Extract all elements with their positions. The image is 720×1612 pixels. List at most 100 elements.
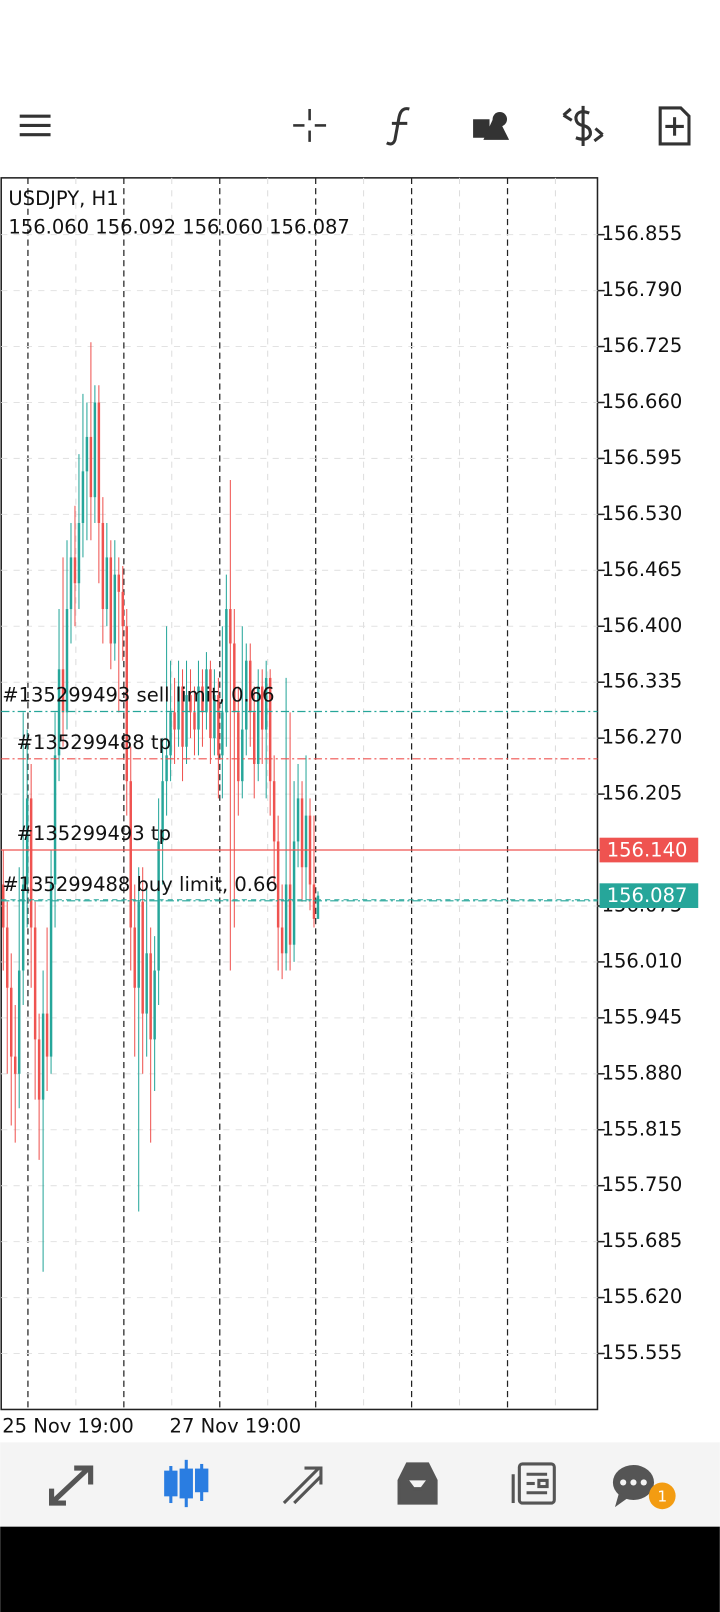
- candles: [2, 342, 320, 1272]
- candle-body: [9, 987, 13, 1057]
- trade-button[interactable]: [562, 105, 604, 146]
- candle-body: [145, 953, 148, 1014]
- y-tick-label: 156.855: [602, 222, 683, 245]
- candle-body: [37, 1039, 41, 1100]
- candle-body: [69, 557, 73, 610]
- candle-body: [61, 669, 65, 713]
- y-tick-label: 156.660: [602, 390, 683, 413]
- candle-body: [205, 669, 208, 713]
- candle-body: [113, 574, 117, 644]
- candle-body: [137, 901, 140, 988]
- price-tag: [599, 883, 699, 908]
- quotes-tab[interactable]: [49, 1465, 94, 1506]
- orders: #135299493 sell limit, 0.66 #135299488 tp…: [1, 684, 598, 902]
- candle-body: [53, 755, 57, 885]
- candle-body: [197, 686, 200, 730]
- candle-body: [181, 686, 184, 747]
- candle-body: [117, 574, 121, 592]
- candle-body: [260, 686, 264, 730]
- history-tab[interactable]: [397, 1462, 438, 1505]
- order-label: #135299488 buy limit, 0.66: [2, 873, 278, 896]
- tab-bar: [0, 1442, 720, 1527]
- indicators-button[interactable]: [386, 107, 410, 146]
- candle-body: [165, 755, 168, 782]
- candle-body: [49, 884, 53, 1057]
- chart-tab[interactable]: [164, 1459, 209, 1508]
- candle-body: [288, 884, 292, 945]
- candle-body: [17, 970, 21, 1074]
- y-axis: 156.855 156.790 156.725 156.660 156.595 156.5…: [597, 222, 699, 1364]
- y-tick-label: 155.685: [602, 1229, 683, 1252]
- candle-body: [133, 927, 136, 988]
- candle-body: [213, 695, 216, 739]
- candle-body: [141, 901, 144, 1014]
- candle-body: [173, 712, 176, 730]
- candle-body: [85, 436, 89, 472]
- candle-body: [304, 815, 308, 868]
- y-tick-label: 156.530: [602, 502, 683, 525]
- x-axis: 25 Nov 19:00 27 Nov 19:00: [2, 1414, 301, 1437]
- y-tick-label: 155.750: [602, 1173, 683, 1196]
- badge-count: 1: [657, 1487, 667, 1505]
- order-label: #135299493 sell limit, 0.66: [2, 684, 274, 707]
- candle-body: [316, 895, 320, 919]
- candle-body: [233, 643, 236, 713]
- chart-title: USDJPY, H1: [8, 187, 118, 210]
- candle-body: [237, 712, 240, 782]
- candle-body: [21, 884, 25, 971]
- y-tick-label: 155.880: [602, 1061, 683, 1084]
- candle-body: [201, 686, 204, 713]
- candle-body: [256, 686, 260, 764]
- y-tick-label: 156.010: [602, 949, 683, 972]
- price-tag-label: 156.140: [607, 839, 688, 862]
- candle-body: [89, 436, 93, 498]
- candle-body: [312, 884, 316, 919]
- candle-body: [272, 781, 276, 842]
- candle-body: [25, 798, 29, 885]
- objects-button[interactable]: [473, 112, 510, 140]
- candle-body: [209, 669, 212, 739]
- candle-body: [253, 712, 256, 764]
- tab-icons: 1: [49, 1459, 676, 1510]
- candle-body: [65, 609, 69, 713]
- candle-body: [45, 1013, 49, 1057]
- candle-body: [149, 953, 152, 1040]
- new-order-button[interactable]: [658, 106, 691, 146]
- candle-body: [125, 626, 128, 782]
- candle-body: [249, 660, 252, 713]
- y-tick-label: 156.725: [602, 334, 683, 357]
- candle-body: [6, 927, 9, 988]
- candle-body: [276, 841, 280, 928]
- candle-body: [185, 695, 188, 747]
- candle-body: [77, 522, 81, 584]
- y-tick-label: 155.815: [602, 1117, 683, 1140]
- chat-tab[interactable]: [612, 1464, 655, 1508]
- candle-body: [245, 660, 248, 730]
- news-tab[interactable]: [511, 1462, 556, 1505]
- candle-body: [161, 781, 164, 842]
- candle-body: [13, 1056, 17, 1074]
- candle-body: [41, 1013, 45, 1100]
- crosshair-button[interactable]: [293, 108, 327, 142]
- y-tick-label: 156.465: [602, 558, 683, 581]
- candle-body: [241, 729, 244, 782]
- candle-body: [292, 841, 296, 945]
- badge: [648, 1482, 676, 1510]
- candle-body: [129, 781, 132, 928]
- toolbar: [19, 105, 691, 146]
- menu-button[interactable]: [19, 114, 51, 137]
- candle-body: [177, 686, 180, 730]
- candle-body: [225, 609, 228, 713]
- candle-body: [33, 927, 37, 1040]
- ohlc-readout: 156.060 156.092 156.060 156.087: [8, 216, 349, 239]
- candle-body: [93, 402, 97, 498]
- y-tick-label: 156.595: [602, 446, 683, 469]
- candle-body: [300, 798, 304, 868]
- trade-tab[interactable]: [282, 1466, 323, 1505]
- candle-body: [109, 557, 113, 644]
- candle-body: [217, 695, 220, 756]
- candle-body: [153, 970, 156, 1040]
